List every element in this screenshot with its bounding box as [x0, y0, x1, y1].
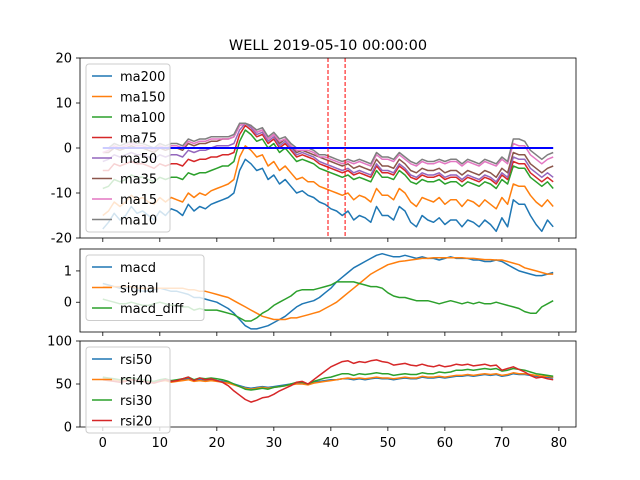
x-tick-label: 50 [380, 436, 397, 451]
x-tick-label: 10 [152, 436, 169, 451]
legend-label: ma50 [120, 152, 157, 167]
x-tick-label: 60 [437, 436, 454, 451]
legend-label: ma100 [120, 111, 165, 126]
series-ma15-line [102, 122, 554, 167]
plot-area [102, 58, 554, 238]
axes-frame [79, 340, 577, 428]
legend-label: macd [120, 261, 156, 276]
plot-area [102, 359, 554, 403]
x-tick-label: 70 [494, 436, 511, 451]
y-tick-label: 1 [64, 264, 72, 279]
legend-label: ma200 [120, 70, 165, 85]
y-tick-label: 20 [55, 52, 72, 67]
legend-box [85, 63, 171, 233]
x-tick-label: 30 [266, 436, 283, 451]
legend-label: ma35 [120, 173, 157, 188]
x-tick-label: 80 [551, 436, 568, 451]
axes-frame [79, 57, 577, 239]
legend-label: rsi30 [120, 394, 152, 409]
series-ma200-line [102, 158, 554, 233]
legend-label: rsi50 [120, 353, 152, 368]
y-tick-label: 50 [55, 378, 72, 393]
legend-label: signal [120, 282, 158, 297]
y-tick-label: 0 [64, 142, 72, 157]
legend-label: rsi40 [120, 374, 152, 389]
x-tick-label: 40 [323, 436, 340, 451]
legend-label: macd_diff [120, 302, 184, 317]
y-tick-label: 100 [47, 335, 72, 350]
legend: rsi50 rsi40 rsi30 rsi20 [85, 346, 171, 434]
legend-label: ma75 [120, 132, 157, 147]
legend-label: rsi20 [120, 415, 152, 430]
series-ma150-line [102, 145, 554, 217]
x-tick-label: 0 [99, 436, 107, 451]
series-rsi20-line [102, 359, 554, 403]
series-ma50-line [102, 122, 554, 183]
y-tick-label: -20 [51, 232, 72, 247]
y-tick-label: 0 [64, 296, 72, 311]
legend-label: ma10 [120, 214, 157, 229]
legend-box [85, 254, 205, 321]
series-rsi40-line [102, 372, 554, 390]
y-tick-label: -10 [51, 187, 72, 202]
legend-label: ma15 [120, 193, 157, 208]
legend: macd signal macd_diff [85, 254, 205, 321]
legend: ma200 ma150 ma100 ma75 ma50 ma35 ma15 ma10 [85, 63, 171, 233]
y-tick-label: 10 [55, 97, 72, 112]
chart-title: WELL 2019-05-10 00:00:00 [229, 38, 427, 54]
y-tick-label: 0 [64, 421, 72, 436]
x-tick-label: 20 [209, 436, 226, 451]
axes-frame [79, 248, 577, 333]
ma-panel: -20-1001020ma200ma150ma100ma75ma50ma35ma… [51, 52, 577, 247]
legend-label: ma150 [120, 91, 165, 106]
macd-panel: 0 1 macd signal macd_diff [64, 248, 577, 336]
series-ma100-line [102, 129, 554, 190]
legend-box [85, 346, 171, 434]
